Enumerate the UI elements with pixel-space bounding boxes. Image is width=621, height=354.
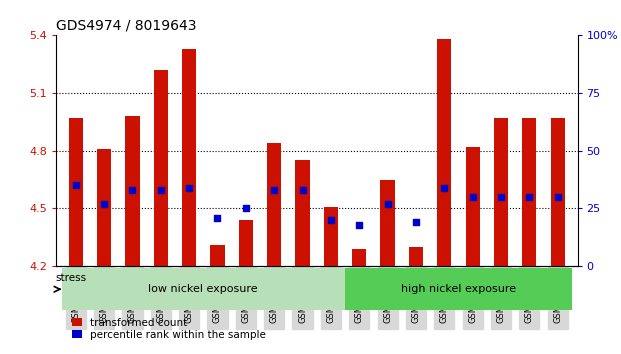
Point — [71, 183, 81, 188]
Bar — [97, 149, 111, 266]
Point — [241, 206, 251, 211]
Bar — [381, 179, 395, 266]
Text: high nickel exposure: high nickel exposure — [401, 284, 516, 294]
Bar — [238, 220, 253, 266]
Bar — [551, 118, 564, 266]
Point — [99, 201, 109, 207]
Point — [383, 201, 392, 207]
Bar — [211, 245, 225, 266]
Bar — [296, 160, 310, 266]
Point — [127, 187, 137, 193]
Point — [326, 217, 336, 223]
Point — [468, 194, 478, 200]
Bar — [522, 118, 537, 266]
Point — [212, 215, 222, 221]
Point — [553, 194, 563, 200]
Bar — [437, 39, 451, 266]
Point — [354, 222, 364, 228]
Bar — [324, 206, 338, 266]
Point — [297, 187, 307, 193]
Point — [496, 194, 506, 200]
Point — [156, 187, 166, 193]
Bar — [352, 249, 366, 266]
Bar — [267, 143, 281, 266]
Point — [411, 219, 421, 225]
Bar — [69, 118, 83, 266]
Legend: transformed count, percentile rank within the sample: transformed count, percentile rank withi… — [71, 318, 266, 339]
Text: GDS4974 / 8019643: GDS4974 / 8019643 — [56, 19, 196, 33]
Bar — [409, 247, 423, 266]
Text: low nickel exposure: low nickel exposure — [148, 284, 258, 294]
Bar — [154, 70, 168, 266]
Bar — [125, 116, 140, 266]
Bar — [466, 147, 480, 266]
Point — [439, 185, 449, 190]
Bar — [61, 268, 345, 310]
Point — [524, 194, 534, 200]
Point — [270, 187, 279, 193]
Bar — [494, 118, 508, 266]
Text: stress: stress — [56, 273, 87, 283]
Bar — [182, 49, 196, 266]
Point — [184, 185, 194, 190]
Bar — [345, 268, 572, 310]
